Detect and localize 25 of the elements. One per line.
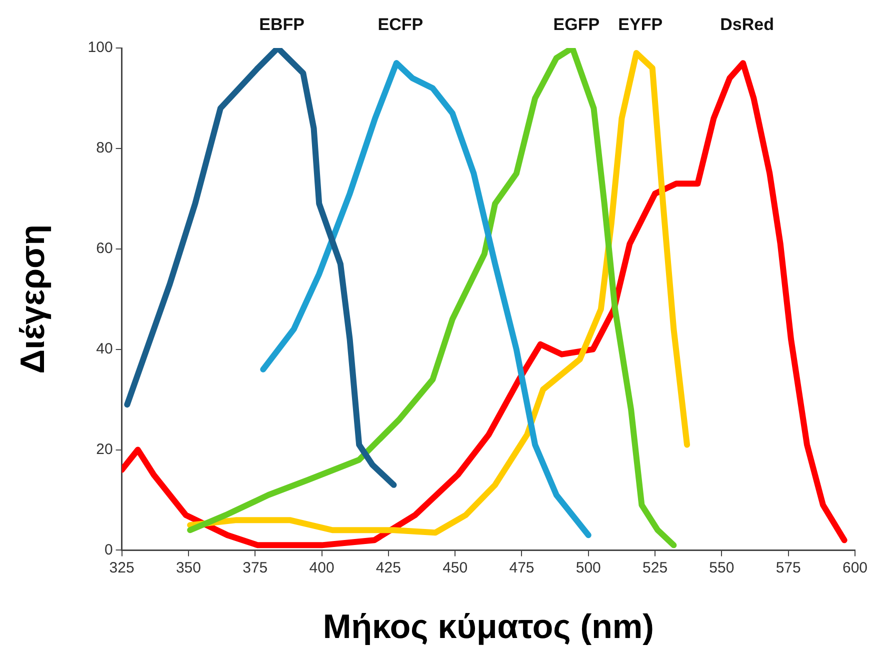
y-tick-label: 40 [96, 340, 113, 358]
y-tick-label: 80 [96, 140, 113, 157]
x-tick-label: 325 [109, 559, 134, 576]
y-tick-label: 100 [88, 39, 113, 56]
y-tick-label: 20 [96, 440, 113, 458]
x-tick-label: 400 [309, 559, 334, 576]
x-tick-label: 600 [842, 559, 868, 576]
y-axis-title: Διέγερση [14, 224, 52, 374]
series-label: EGFP [553, 15, 600, 34]
x-tick-label: 475 [509, 559, 534, 576]
x-tick-label: 550 [709, 559, 734, 576]
y-tick-label: 0 [104, 541, 113, 558]
series-label: EBFP [259, 15, 304, 34]
series-label: EYFP [618, 15, 663, 34]
x-axis-title: Μήκος κύματος (nm) [322, 608, 654, 646]
x-tick-label: 450 [442, 559, 468, 576]
x-tick-label: 500 [576, 559, 601, 576]
x-tick-label: 425 [376, 559, 401, 576]
text: ECFP [378, 15, 424, 34]
x-tick-label: 375 [242, 559, 268, 576]
text: DsRed [720, 15, 774, 34]
x-tick-label: 575 [776, 559, 801, 576]
x-tick-label: 350 [176, 559, 201, 576]
x-tick-label: 525 [642, 559, 668, 576]
y-tick-label: 60 [96, 240, 113, 258]
